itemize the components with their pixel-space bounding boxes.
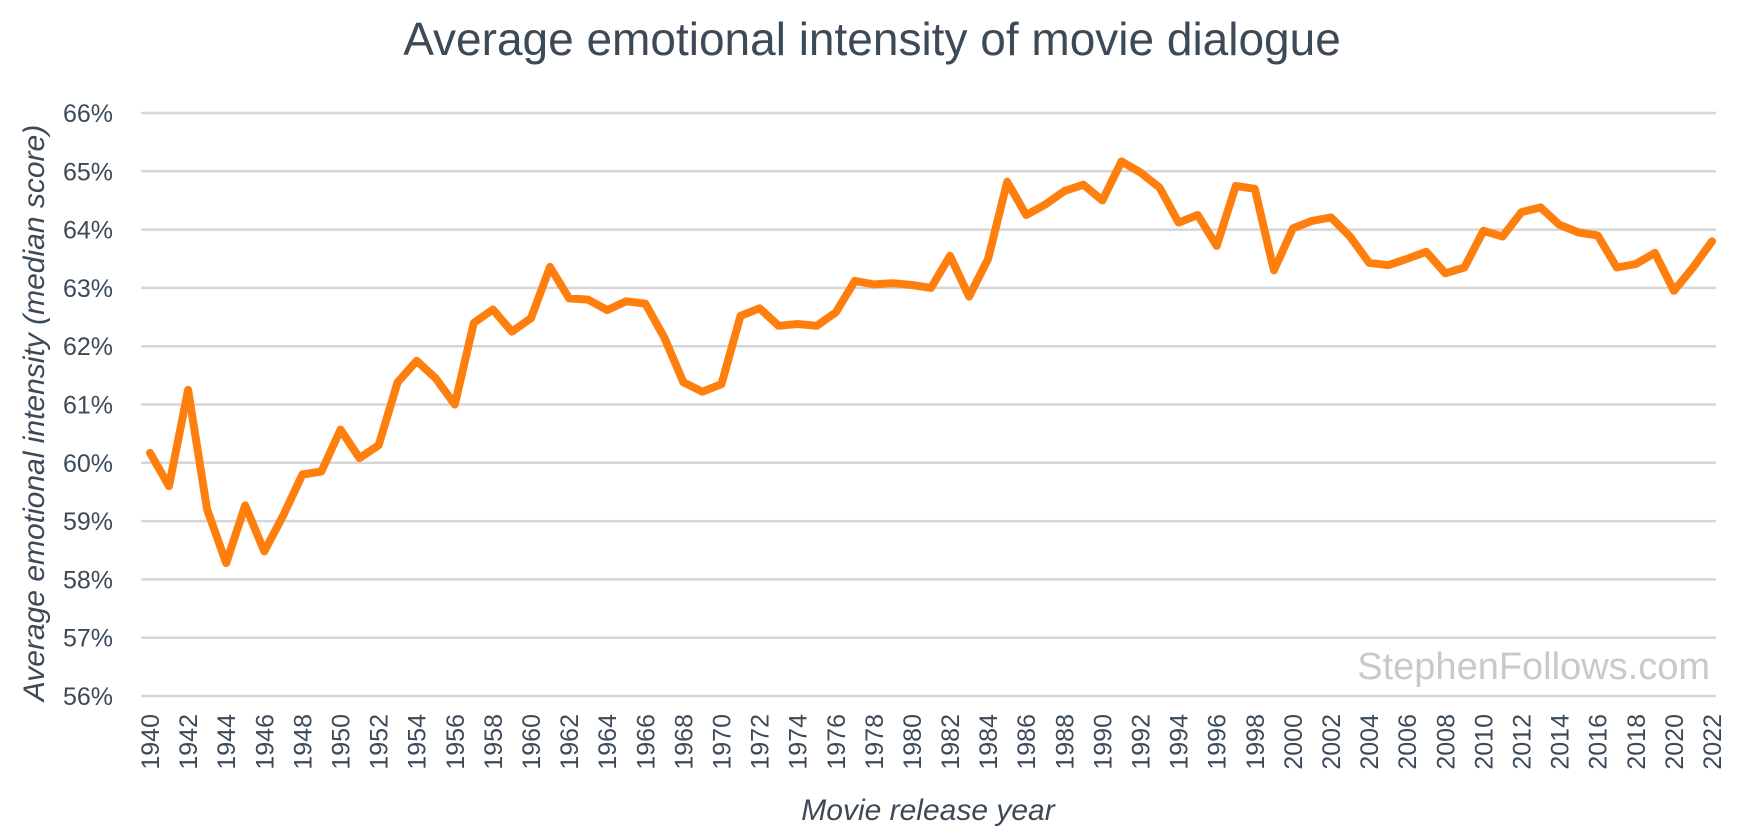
x-tick-label: 1996 xyxy=(1204,714,1232,770)
x-axis-ticks: 1940 1942 1944 1946 1948 1950 1952 1954 1956 1958… xyxy=(137,714,1727,770)
chart-title: Average emotional intensity of movie dia… xyxy=(403,13,1341,65)
y-tick-label: 65% xyxy=(63,158,113,186)
x-tick-label: 1948 xyxy=(289,714,317,770)
x-tick-label: 2002 xyxy=(1318,714,1346,770)
x-tick-label: 2018 xyxy=(1623,714,1651,770)
x-tick-label: 1972 xyxy=(747,714,775,770)
x-tick-label: 1978 xyxy=(861,714,889,770)
x-tick-label: 1986 xyxy=(1013,714,1041,770)
x-tick-label: 2022 xyxy=(1699,714,1727,770)
x-axis-label: Movie release year xyxy=(801,794,1055,827)
x-tick-label: 1984 xyxy=(975,714,1003,770)
x-tick-label: 1976 xyxy=(823,714,851,770)
y-axis-label: Average emotional intensity (median scor… xyxy=(18,125,51,703)
x-tick-label: 1940 xyxy=(137,714,165,770)
x-tick-label: 1960 xyxy=(518,714,546,770)
watermark: StephenFollows.com xyxy=(1357,646,1710,688)
x-tick-label: 1956 xyxy=(442,714,470,770)
x-tick-label: 2000 xyxy=(1280,714,1308,770)
x-tick-label: 2008 xyxy=(1432,714,1460,770)
x-tick-label: 1952 xyxy=(366,714,394,770)
x-tick-label: 2012 xyxy=(1509,714,1537,770)
x-tick-label: 2010 xyxy=(1470,714,1498,770)
x-tick-label: 1958 xyxy=(480,714,508,770)
series-line xyxy=(146,157,1716,568)
x-tick-label: 1966 xyxy=(632,714,660,770)
x-tick-label: 1970 xyxy=(708,714,736,770)
x-tick-label: 1968 xyxy=(670,714,698,770)
x-tick-label: 2020 xyxy=(1661,714,1689,770)
x-tick-label: 2004 xyxy=(1356,714,1384,770)
gridlines xyxy=(141,111,1716,698)
x-tick-label: 1946 xyxy=(251,714,279,770)
x-tick-label: 1998 xyxy=(1242,714,1270,770)
y-tick-label: 59% xyxy=(63,508,113,536)
y-tick-label: 61% xyxy=(63,392,113,420)
x-tick-label: 1982 xyxy=(937,714,965,770)
x-tick-label: 1950 xyxy=(327,714,355,770)
x-tick-label: 1992 xyxy=(1128,714,1156,770)
x-tick-label: 1974 xyxy=(785,714,813,770)
y-axis-ticks: 56% 57% 58% 59% 60% 61% 62% 63% 64% 65% 66% xyxy=(63,100,113,711)
x-tick-label: 1954 xyxy=(404,714,432,770)
y-tick-label: 56% xyxy=(63,683,113,711)
x-tick-label: 1994 xyxy=(1166,714,1194,770)
x-tick-label: 2006 xyxy=(1394,714,1422,770)
y-tick-label: 63% xyxy=(63,275,113,303)
x-tick-label: 1944 xyxy=(213,714,241,770)
x-tick-label: 2014 xyxy=(1547,714,1575,770)
x-tick-label: 2016 xyxy=(1585,714,1613,770)
x-tick-label: 1980 xyxy=(899,714,927,770)
x-tick-label: 1990 xyxy=(1089,714,1117,770)
y-tick-label: 62% xyxy=(63,333,113,361)
y-tick-label: 57% xyxy=(63,625,113,653)
y-tick-label: 58% xyxy=(63,566,113,594)
x-tick-label: 1942 xyxy=(175,714,203,770)
x-tick-label: 1964 xyxy=(594,714,622,770)
x-tick-label: 1988 xyxy=(1051,714,1079,770)
y-tick-label: 66% xyxy=(63,100,113,128)
x-tick-label: 1962 xyxy=(556,714,584,770)
y-tick-label: 60% xyxy=(63,450,113,478)
y-tick-label: 64% xyxy=(63,217,113,245)
